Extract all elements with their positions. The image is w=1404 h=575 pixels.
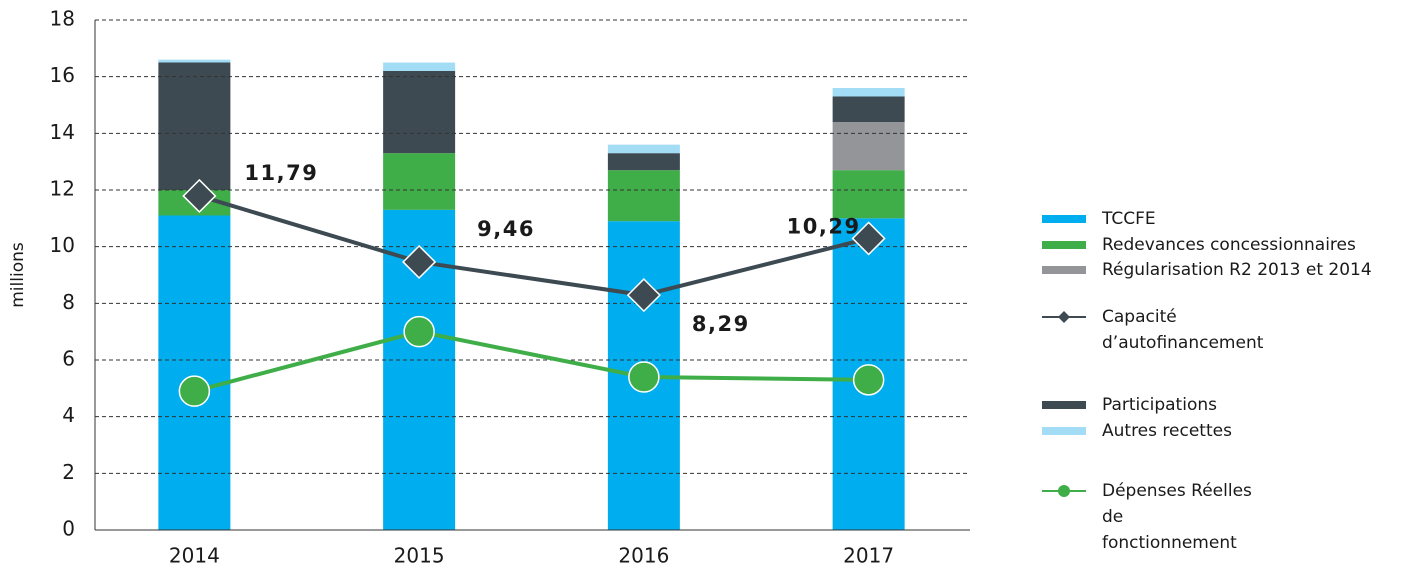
y-tick-label: 8 [62, 290, 75, 314]
bar-segment [383, 71, 456, 154]
bar-segment [832, 96, 905, 122]
circle-marker [852, 364, 885, 396]
legend-item: Capacité d’autofinancement [1042, 304, 1264, 356]
legend-label: Capacité d’autofinancement [1102, 307, 1264, 353]
circle-marker [178, 375, 211, 407]
circle-marker [628, 361, 660, 393]
y-tick-label: 18 [50, 7, 75, 31]
legend-label: TCCFE [1102, 209, 1156, 229]
x-tick-label: 2015 [394, 544, 445, 568]
legend-label: Redevances concessionnaires [1102, 235, 1356, 255]
legend-swatch [1042, 401, 1086, 409]
data-label: 11,79 [244, 161, 318, 185]
diamond-marker [851, 221, 886, 256]
legend-item: TCCFE [1042, 206, 1156, 232]
bar-segment [383, 153, 456, 210]
legend-label: Régularisation R2 2013 et 2014 [1102, 260, 1372, 280]
legend-swatch-bar [1042, 241, 1086, 249]
y-axis-label: millions [8, 242, 28, 308]
line-series [193, 329, 869, 394]
bar-segment [607, 144, 680, 154]
diamond-marker [626, 278, 661, 313]
circle-marker [403, 315, 435, 348]
y-tick-label: 0 [62, 517, 75, 541]
x-tick-label: 2017 [843, 544, 894, 568]
legend-swatch [1042, 427, 1086, 435]
legend-swatch-bar [1042, 215, 1086, 223]
y-tick-label: 10 [50, 233, 75, 257]
legend-swatch [1042, 266, 1086, 274]
y-tick-label: 16 [50, 63, 75, 87]
data-label: 10,29 [787, 214, 861, 238]
diamond-marker [182, 178, 217, 214]
legend-item: Autres recettes [1042, 418, 1232, 444]
legend-swatch [1042, 215, 1086, 223]
bar-segment [832, 122, 905, 171]
legend-swatch-marker [1058, 311, 1070, 323]
legend-swatch [1042, 485, 1086, 497]
data-label: 9,46 [477, 217, 535, 241]
bar-segment [158, 215, 231, 530]
x-tick-label: 2016 [618, 544, 669, 568]
bar-segment [832, 170, 905, 219]
legend-swatch-bar [1042, 427, 1086, 435]
legend-item: Dépenses Réelles de fonctionnement [1042, 478, 1252, 556]
y-tick-label: 14 [50, 120, 75, 144]
y-tick-label: 2 [62, 460, 75, 484]
legend-swatch-bar [1042, 401, 1086, 409]
bar-segment [383, 62, 456, 71]
bar-segment [607, 170, 680, 222]
bar-segment [832, 88, 905, 97]
line-series [198, 194, 870, 298]
x-tick-label: 2014 [169, 544, 220, 568]
bar-segment [158, 62, 231, 190]
bar-segment [607, 153, 680, 171]
bar-segment [158, 59, 231, 63]
legend-label: Autres recettes [1102, 421, 1232, 441]
legend-item: Régularisation R2 2013 et 2014 [1042, 257, 1372, 283]
legend-label: Participations [1102, 395, 1217, 415]
legend-swatch [1042, 311, 1086, 323]
diamond-marker [402, 244, 437, 280]
legend-swatch-marker [1058, 485, 1070, 497]
y-tick-label: 12 [50, 177, 75, 201]
y-tick-label: 6 [62, 347, 75, 371]
legend-item: Redevances concessionnaires [1042, 232, 1356, 258]
legend-swatch [1042, 241, 1086, 249]
legend-label: Dépenses Réelles de fonctionnement [1102, 481, 1252, 553]
y-tick-label: 4 [62, 403, 75, 427]
legend-item: Participations [1042, 392, 1217, 418]
legend-swatch-bar [1042, 266, 1086, 274]
data-label: 8,29 [692, 312, 750, 336]
